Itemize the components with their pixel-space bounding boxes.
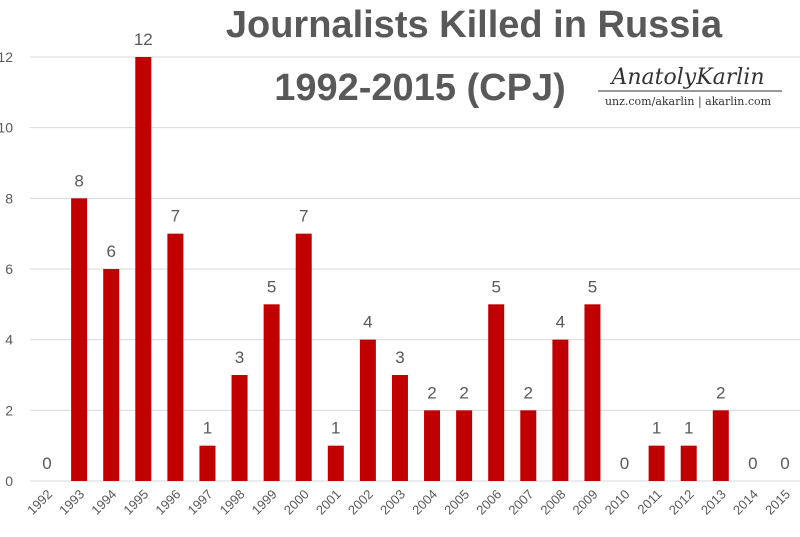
data-label: 2	[459, 383, 468, 402]
data-label: 1	[684, 419, 693, 438]
y-axis-ticks: 0 2 4 6 8 10 12	[0, 49, 13, 489]
y-tick-label: 0	[5, 473, 13, 489]
x-tick-label: 2014	[730, 487, 761, 518]
x-tick-label: 1999	[249, 487, 280, 518]
data-label: 0	[42, 454, 51, 473]
x-tick-label: 1995	[120, 487, 151, 518]
data-label: 8	[74, 171, 83, 190]
bar	[680, 445, 697, 481]
bar	[456, 410, 473, 481]
bar	[103, 269, 120, 481]
bar	[167, 233, 184, 481]
data-label: 0	[620, 454, 629, 473]
bar	[71, 198, 88, 482]
brand-logo: AnatolyKarlin unz.com/akarlin | akarlin.…	[598, 65, 782, 109]
bar	[584, 304, 601, 481]
x-tick-label: 2010	[602, 487, 633, 518]
bar	[648, 445, 665, 481]
bar	[359, 339, 376, 481]
data-label: 7	[299, 207, 308, 226]
x-tick-label: 1994	[88, 487, 119, 518]
x-tick-label: 2007	[505, 487, 536, 518]
data-label: 4	[363, 313, 372, 332]
data-label: 6	[106, 242, 115, 261]
bar	[231, 375, 248, 481]
data-label: 0	[780, 454, 789, 473]
x-tick-label: 2015	[762, 487, 793, 518]
x-tick-label: 2012	[666, 487, 697, 518]
data-label: 2	[427, 383, 436, 402]
x-tick-label: 2011	[634, 487, 664, 517]
y-tick-label: 4	[5, 332, 13, 348]
bar	[391, 375, 408, 481]
bar	[552, 339, 569, 481]
x-tick-label: 2002	[345, 487, 376, 518]
data-label: 2	[524, 383, 533, 402]
x-tick-label: 2008	[537, 487, 568, 518]
gridlines	[30, 56, 800, 482]
data-label: 3	[395, 348, 404, 367]
brand-site: unz.com/akarlin | akarlin.com	[605, 95, 772, 109]
data-label: 12	[134, 30, 153, 49]
y-tick-label: 8	[5, 190, 13, 206]
x-tick-label: 1997	[185, 487, 216, 518]
y-tick-label: 6	[5, 261, 13, 277]
x-tick-label: 2005	[441, 487, 472, 518]
y-tick-label: 10	[0, 120, 13, 136]
y-tick-label: 12	[0, 49, 13, 65]
x-tick-label: 1996	[152, 487, 183, 518]
data-label: 2	[716, 383, 725, 402]
data-label: 1	[331, 419, 340, 438]
bar	[712, 410, 729, 481]
data-label: 4	[556, 313, 565, 332]
data-label: 7	[171, 207, 180, 226]
bar	[295, 233, 312, 481]
x-axis-ticks: 1992 1993 1994 1995 1996 1997 1998 1999 2000 2001…	[24, 487, 793, 518]
data-label: 5	[588, 277, 597, 296]
bar	[327, 445, 344, 481]
bar	[135, 57, 152, 481]
x-tick-label: 2013	[698, 487, 729, 518]
x-tick-label: 1998	[217, 487, 248, 518]
data-label: 3	[235, 348, 244, 367]
x-tick-label: 2003	[377, 487, 408, 518]
x-tick-label: 1992	[24, 487, 55, 518]
bars	[71, 57, 729, 482]
bar	[488, 304, 505, 481]
data-label: 0	[748, 454, 757, 473]
chart-title-line-1: Journalists Killed in Russia	[226, 4, 723, 46]
bar	[263, 304, 280, 481]
chart-title-line-2: 1992-2015 (CPJ)	[274, 67, 566, 109]
data-label: 5	[491, 277, 500, 296]
x-tick-label: 2001	[313, 487, 344, 518]
bar	[520, 410, 537, 481]
bar	[424, 410, 441, 481]
data-label: 1	[203, 419, 212, 438]
x-tick-label: 1993	[56, 487, 87, 518]
data-label: 5	[267, 277, 276, 296]
x-tick-label: 2000	[281, 487, 312, 518]
x-tick-label: 2006	[473, 487, 504, 518]
bar	[199, 445, 216, 481]
data-label: 1	[652, 419, 661, 438]
x-tick-label: 2004	[409, 487, 440, 518]
brand-name: AnatolyKarlin	[609, 65, 764, 90]
y-tick-label: 2	[5, 402, 13, 418]
x-tick-label: 2009	[570, 487, 601, 518]
